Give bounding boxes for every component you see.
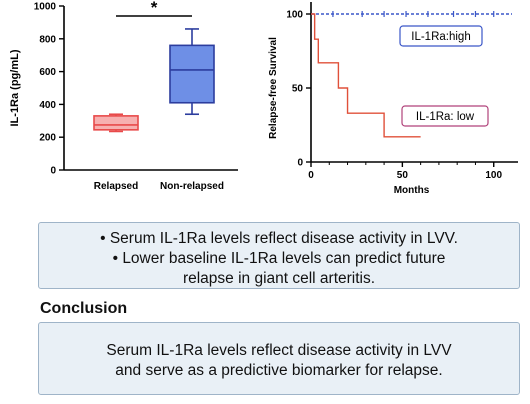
y-axis-label: Relapse-free Survival (268, 37, 279, 139)
conclusion-box: Serum IL-1Ra levels reflect disease acti… (38, 322, 520, 395)
y-tick-label: 200 (39, 133, 56, 144)
y-tick-label: 100 (286, 10, 303, 21)
box-body (169, 44, 215, 104)
x-category-label: Non-relapsed (160, 181, 224, 192)
x-axis-label: Months (394, 185, 430, 196)
series-label-low-box (401, 105, 489, 127)
box-body (93, 115, 139, 131)
series-label-high-box (399, 25, 483, 47)
findings-box: • Serum IL-1Ra levels reflect disease ac… (38, 222, 520, 289)
y-tick-label: 800 (39, 34, 56, 45)
y-tick-label: 50 (292, 84, 304, 95)
x-tick-label: 0 (308, 170, 314, 181)
y-tick-label: 0 (50, 166, 56, 177)
y-tick-label: 400 (39, 100, 56, 111)
conclusion-heading: Conclusion (40, 300, 128, 317)
significance-label: * (151, 0, 158, 17)
series-label-low: IL-1Ra: low (401, 105, 489, 127)
finding-item: • Lower baseline IL-1Ra levels can predi… (112, 250, 446, 267)
x-category-label: Relapsed (94, 181, 138, 192)
conclusion-line: and serve as a predictive biomarker for … (115, 362, 443, 379)
boxplot-chart: 0 200 400 600 800 1000 IL-1Ra (pg/mL) Relapsed N… (9, 0, 238, 192)
finding-item-continued: relapse in giant cell arteritis. (182, 270, 376, 287)
finding-item: • Serum IL-1Ra levels reflect disease ac… (100, 230, 458, 247)
series-label-high-text: IL-1Ra:high (411, 31, 470, 43)
x-tick-label: 100 (485, 170, 502, 181)
y-tick-label: 600 (39, 67, 56, 78)
y-tick-label: 1000 (34, 2, 57, 13)
series-label-low-text: IL-1Ra: low (416, 111, 475, 123)
series-label-high: IL-1Ra:high (399, 25, 483, 47)
conclusion-line: Serum IL-1Ra levels reflect disease acti… (106, 342, 452, 359)
survival-chart: 0 50 100 0 50 100 Months Relapse-free Survival I… (268, 2, 518, 196)
y-axis-label: IL-1Ra (pg/mL) (9, 49, 21, 126)
x-tick-label: 50 (397, 170, 409, 181)
series-low-line (311, 13, 421, 138)
y-tick-label: 0 (297, 158, 303, 169)
